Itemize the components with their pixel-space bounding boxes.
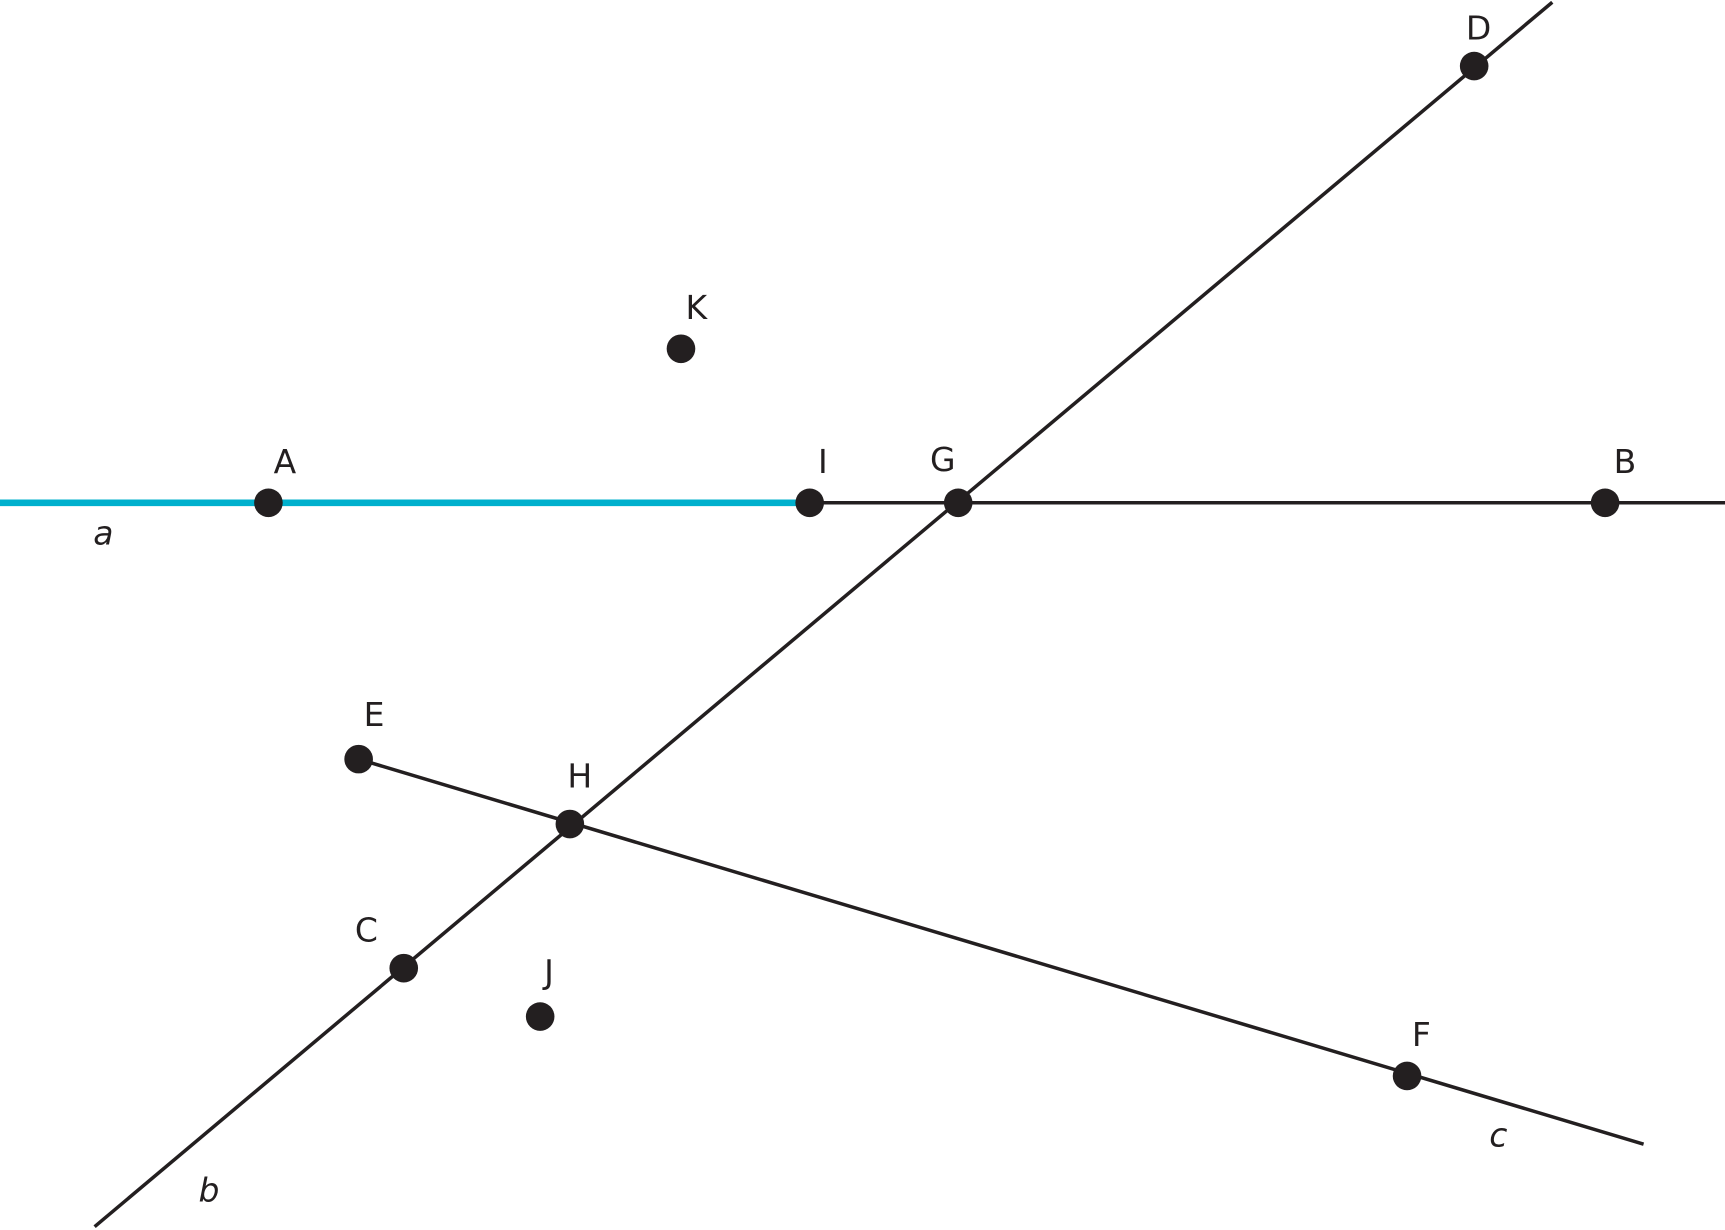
point-g xyxy=(943,488,973,518)
point-f-label: F xyxy=(1412,1015,1431,1054)
point-h-label: H xyxy=(567,757,592,796)
point-b-label: B xyxy=(1614,442,1637,481)
point-g-label: G xyxy=(930,440,956,479)
point-d xyxy=(1459,51,1489,81)
point-f xyxy=(1392,1061,1422,1091)
point-a xyxy=(254,488,283,518)
line-b-label: b xyxy=(199,1170,220,1209)
point-c xyxy=(389,953,419,983)
line-b xyxy=(93,0,1554,1229)
line-c-label: c xyxy=(1489,1115,1507,1154)
line-a-label: a xyxy=(93,514,113,553)
point-i-label: I xyxy=(818,442,828,481)
point-b xyxy=(1590,488,1620,518)
point-j-label: J xyxy=(542,953,554,992)
point-a-label: A xyxy=(274,442,297,481)
point-h xyxy=(555,809,585,839)
point-d-label: D xyxy=(1466,9,1491,48)
point-e-label: E xyxy=(364,695,385,734)
point-j xyxy=(525,1002,555,1031)
point-k-label: K xyxy=(686,288,709,327)
point-k xyxy=(666,334,696,364)
point-c-label: C xyxy=(355,911,378,950)
point-i xyxy=(795,488,824,518)
point-e xyxy=(344,744,373,774)
